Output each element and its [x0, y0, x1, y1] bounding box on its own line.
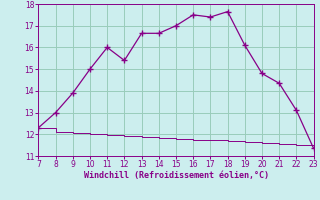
- X-axis label: Windchill (Refroidissement éolien,°C): Windchill (Refroidissement éolien,°C): [84, 171, 268, 180]
